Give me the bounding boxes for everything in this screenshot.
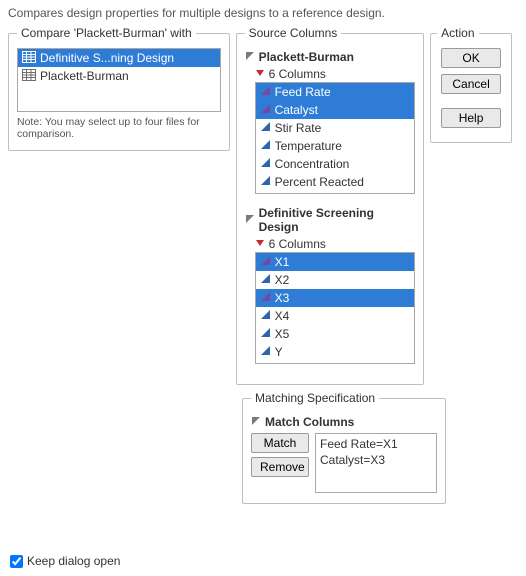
disclosure-icon[interactable] <box>251 415 261 429</box>
red-disclosure-icon[interactable] <box>255 67 265 81</box>
source-column-list[interactable]: Feed Rate Catalyst Stir Rate Temperature Con… <box>255 82 416 194</box>
source-column-label: X5 <box>275 327 290 341</box>
red-disclosure-icon[interactable] <box>255 237 265 251</box>
match-button[interactable]: Match <box>251 433 309 453</box>
help-button[interactable]: Help <box>441 108 501 128</box>
source-column-label: Percent Reacted <box>275 175 364 189</box>
continuous-column-icon <box>260 273 271 287</box>
source-column-label: X1 <box>275 255 290 269</box>
source-group-count: 6 Columns <box>269 67 326 81</box>
cancel-button[interactable]: Cancel <box>441 74 501 94</box>
datatable-icon <box>22 51 36 66</box>
matching-fieldset: Matching Specification Match Columns Mat… <box>242 391 446 504</box>
source-column-item[interactable]: Catalyst <box>256 101 415 119</box>
datatable-icon <box>22 69 36 84</box>
match-columns-header: Match Columns <box>265 415 354 429</box>
source-group-count: 6 Columns <box>269 237 326 251</box>
source-columns-fieldset: Source Columns Plackett-Burman6 ColumnsF… <box>236 26 425 385</box>
source-group-title: Definitive Screening Design <box>259 206 416 234</box>
source-group-subheader[interactable]: 6 Columns <box>245 66 416 82</box>
continuous-column-icon <box>260 345 271 359</box>
source-column-item[interactable]: Percent Reacted <box>256 173 415 191</box>
match-list[interactable]: Feed Rate=X1Catalyst=X3 <box>315 433 437 493</box>
source-column-item[interactable]: X2 <box>256 271 415 289</box>
source-column-list[interactable]: X1 X2 X3 X4 X5 Y <box>255 252 416 364</box>
compare-item-label: Plackett-Burman <box>40 69 129 83</box>
keep-dialog-open-checkbox[interactable] <box>10 555 23 568</box>
source-column-item[interactable]: Concentration <box>256 155 415 173</box>
source-column-item[interactable]: Feed Rate <box>256 83 415 101</box>
keep-dialog-open-text: Keep dialog open <box>27 554 120 568</box>
source-column-label: Y <box>275 345 283 359</box>
compare-list[interactable]: Definitive S...ning Design Plackett-Burma… <box>17 48 221 112</box>
compare-item[interactable]: Plackett-Burman <box>18 67 220 85</box>
disclosure-icon[interactable] <box>245 50 255 64</box>
source-column-label: Feed Rate <box>275 85 331 99</box>
keep-dialog-open-label[interactable]: Keep dialog open <box>10 554 120 568</box>
source-column-item[interactable]: Y <box>256 343 415 361</box>
source-column-label: X2 <box>275 273 290 287</box>
source-group-header[interactable]: Plackett-Burman <box>245 48 416 66</box>
continuous-column-icon <box>260 309 271 323</box>
continuous-column-icon <box>260 139 271 153</box>
source-group-title: Plackett-Burman <box>259 50 354 64</box>
source-column-label: Temperature <box>275 139 342 153</box>
description-text: Compares design properties for multiple … <box>8 6 518 20</box>
continuous-column-icon <box>260 175 271 189</box>
continuous-column-icon <box>260 103 271 117</box>
source-group-header[interactable]: Definitive Screening Design <box>245 204 416 236</box>
continuous-column-icon <box>260 327 271 341</box>
disclosure-icon[interactable] <box>245 213 255 227</box>
action-legend: Action <box>437 26 478 40</box>
source-column-item[interactable]: X1 <box>256 253 415 271</box>
continuous-column-icon <box>260 85 271 99</box>
source-column-label: X3 <box>275 291 290 305</box>
source-column-label: X4 <box>275 309 290 323</box>
source-column-label: Stir Rate <box>275 121 322 135</box>
ok-button[interactable]: OK <box>441 48 501 68</box>
source-column-item[interactable]: Stir Rate <box>256 119 415 137</box>
action-fieldset: Action OK Cancel Help <box>430 26 512 143</box>
source-column-label: Catalyst <box>275 103 318 117</box>
source-group: Plackett-Burman 6 Columns Feed Rate Catalys… <box>245 48 416 194</box>
source-column-label: Concentration <box>275 157 350 171</box>
compare-legend: Compare 'Plackett-Burman' with <box>17 26 196 40</box>
compare-item[interactable]: Definitive S...ning Design <box>18 49 220 67</box>
source-group-subheader[interactable]: 6 Columns <box>245 236 416 252</box>
continuous-column-icon <box>260 121 271 135</box>
source-column-item[interactable]: X5 <box>256 325 415 343</box>
compare-note: Note: You may select up to four files fo… <box>17 116 221 140</box>
compare-item-label: Definitive S...ning Design <box>40 51 174 65</box>
source-columns-legend: Source Columns <box>245 26 342 40</box>
compare-fieldset: Compare 'Plackett-Burman' with Definitiv… <box>8 26 230 151</box>
match-entry[interactable]: Catalyst=X3 <box>320 452 432 468</box>
source-group: Definitive Screening Design 6 Columns X1 X2… <box>245 204 416 364</box>
matching-legend: Matching Specification <box>251 391 379 405</box>
source-column-item[interactable]: X4 <box>256 307 415 325</box>
continuous-column-icon <box>260 255 271 269</box>
source-column-item[interactable]: Temperature <box>256 137 415 155</box>
continuous-column-icon <box>260 157 271 171</box>
match-entry[interactable]: Feed Rate=X1 <box>320 436 432 452</box>
continuous-column-icon <box>260 291 271 305</box>
source-column-item[interactable]: X3 <box>256 289 415 307</box>
remove-button[interactable]: Remove <box>251 457 309 477</box>
